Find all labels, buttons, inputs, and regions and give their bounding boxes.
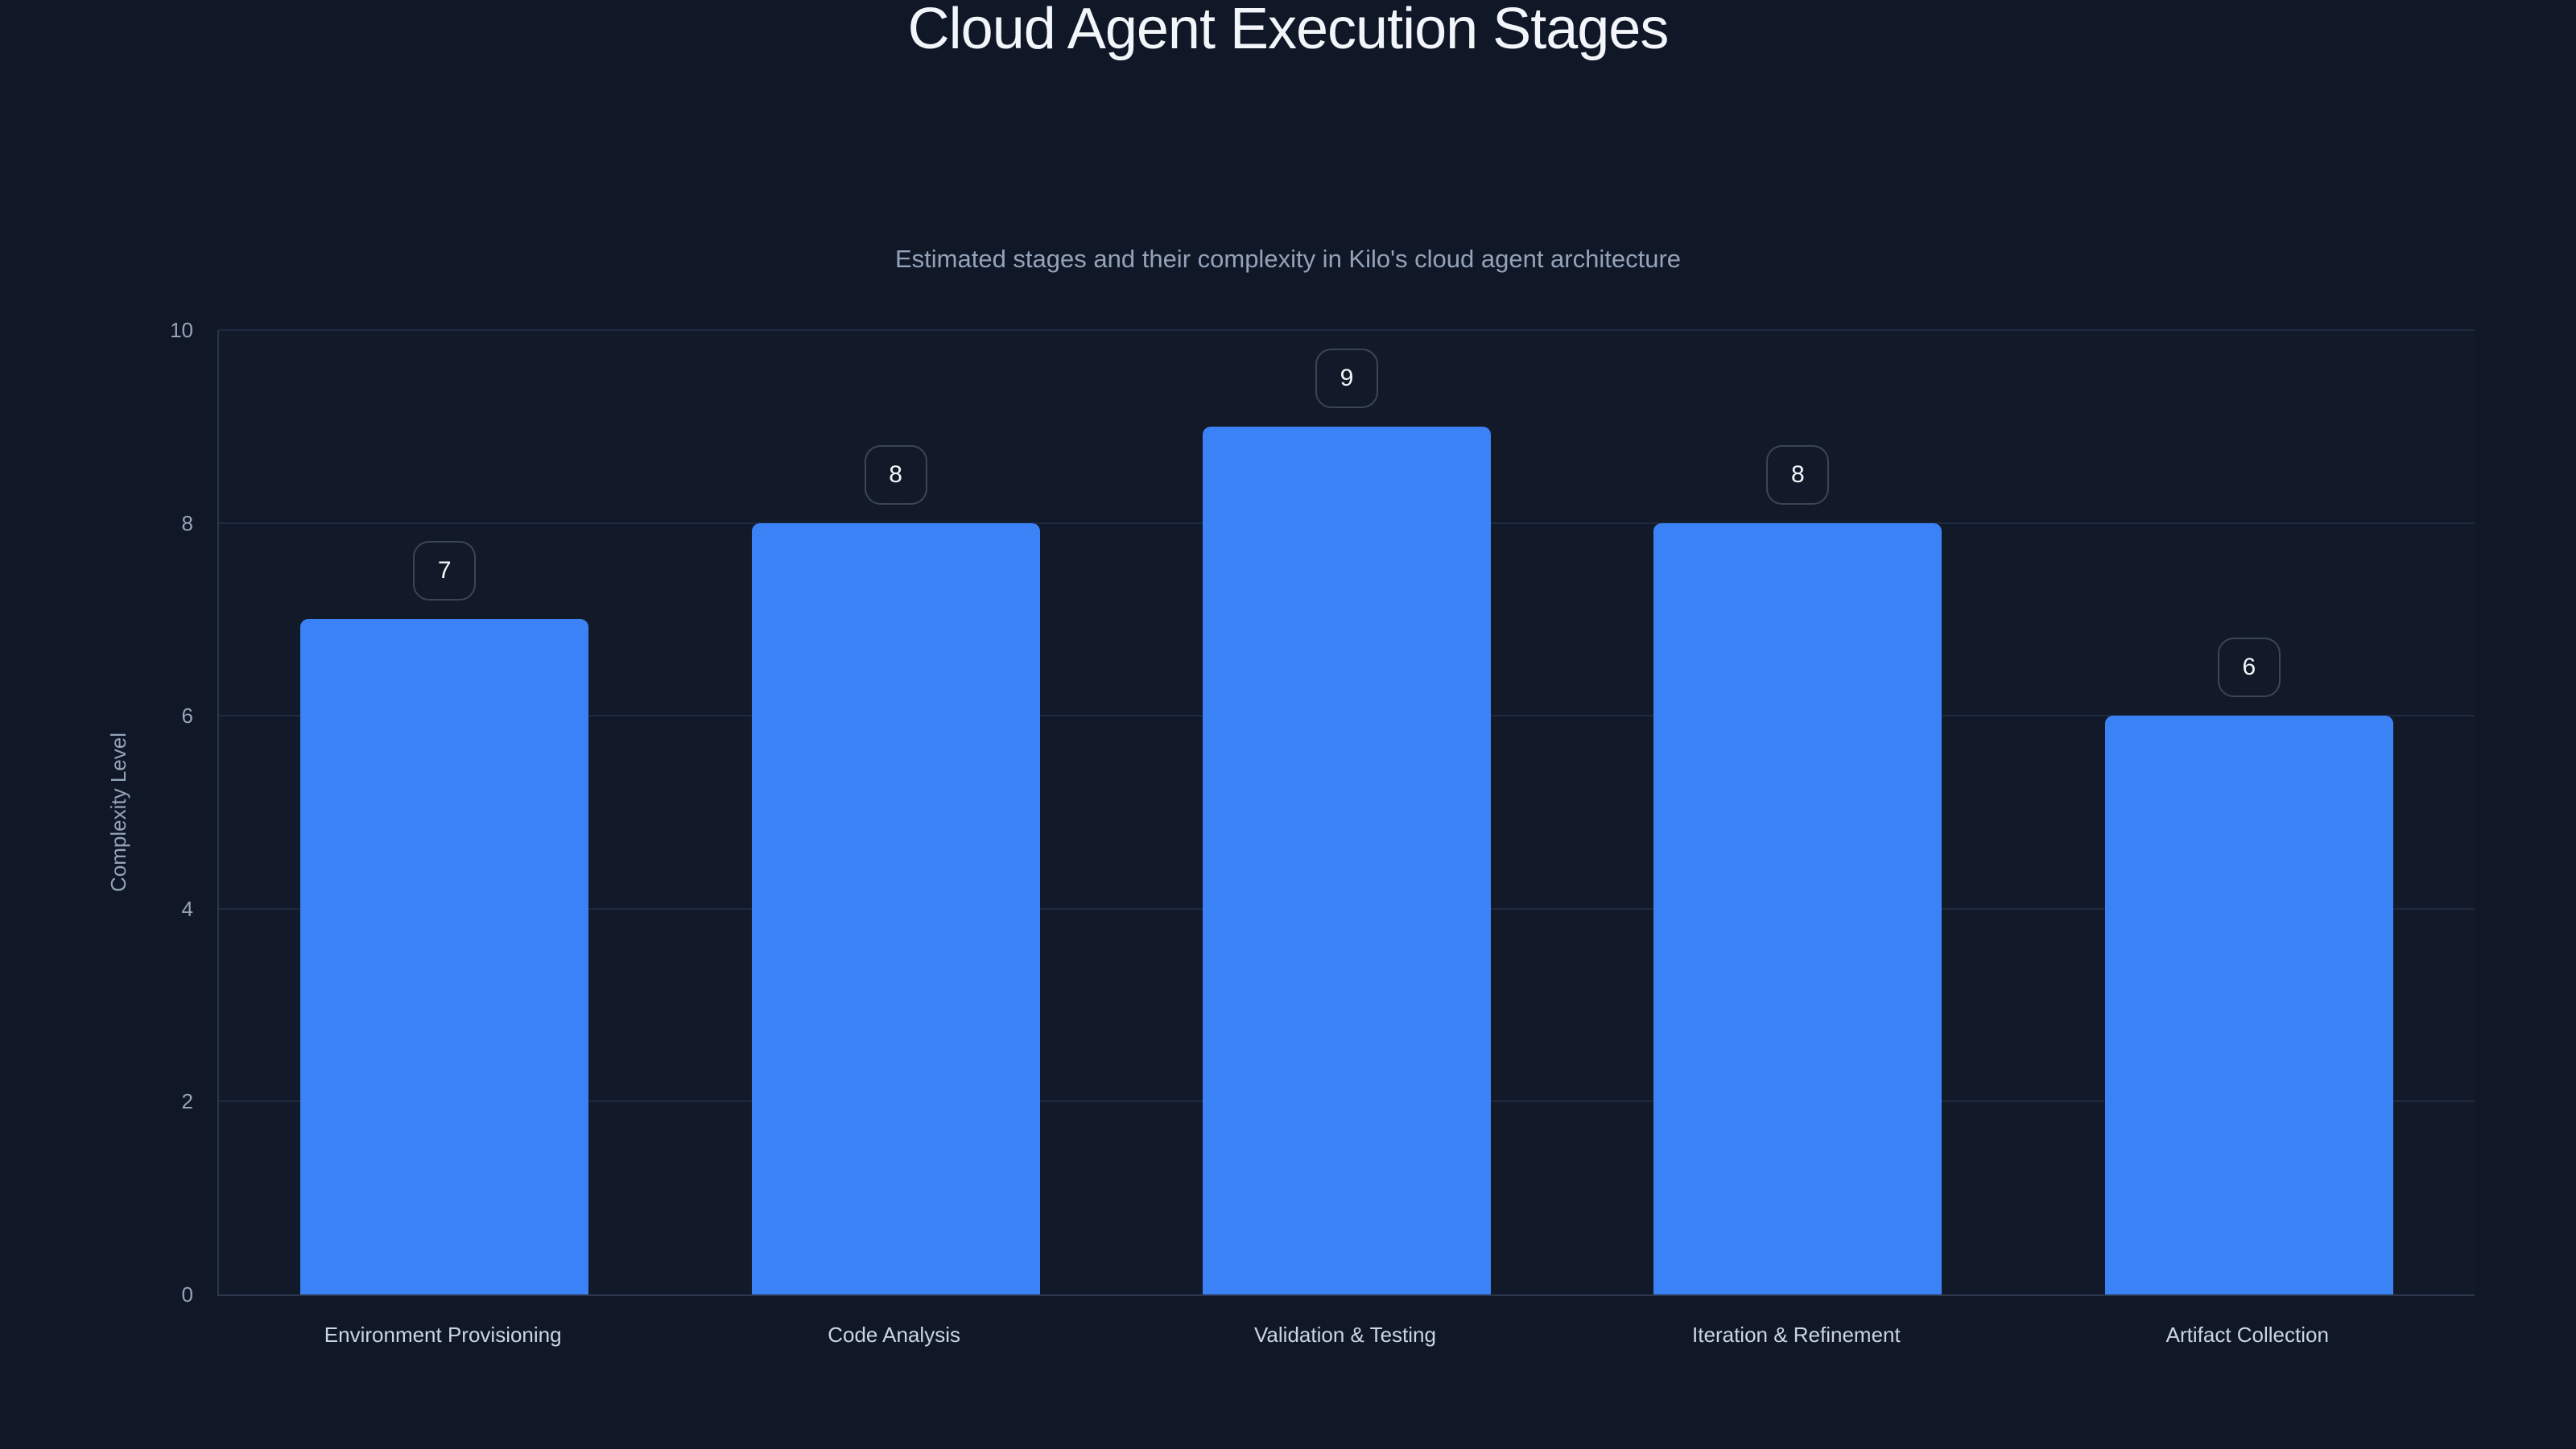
bar-3 <box>1203 426 1491 1294</box>
y-tick-label-8: 8 <box>181 510 193 535</box>
y-tick-label-0: 0 <box>181 1282 193 1307</box>
gridline-y-10 <box>219 329 2475 331</box>
y-tick-label-6: 6 <box>181 704 193 729</box>
chart-title: Cloud Agent Execution Stages <box>907 0 1670 61</box>
x-category-label-1: Environment Provisioning <box>324 1323 562 1347</box>
y-tick-label-4: 4 <box>181 896 193 921</box>
y-tick-label-2: 2 <box>181 1089 193 1114</box>
y-axis-title: Complexity Level <box>106 733 130 892</box>
x-category-label-2: Code Analysis <box>828 1323 960 1347</box>
x-category-label-3: Validation & Testing <box>1254 1323 1436 1347</box>
bar-value-badge-3: 9 <box>1315 348 1378 408</box>
bar-4 <box>1653 522 1942 1294</box>
x-category-label-5: Artifact Collection <box>2165 1323 2329 1347</box>
bar-value-badge-5: 6 <box>2217 638 2281 698</box>
plot-area: 7 8 9 8 6 <box>217 329 2475 1296</box>
bar-5 <box>2104 716 2393 1294</box>
x-category-label-4: Iteration & Refinement <box>1692 1323 1901 1347</box>
y-tick-label-10: 10 <box>170 318 193 342</box>
bar-value-badge-2: 8 <box>864 444 927 505</box>
bar-value-badge-1: 7 <box>413 541 477 601</box>
bar-2 <box>751 522 1040 1294</box>
chart-subtitle: Estimated stages and their complexity in… <box>894 245 1682 273</box>
bar-1 <box>300 619 589 1294</box>
bar-value-badge-4: 8 <box>1766 444 1830 505</box>
